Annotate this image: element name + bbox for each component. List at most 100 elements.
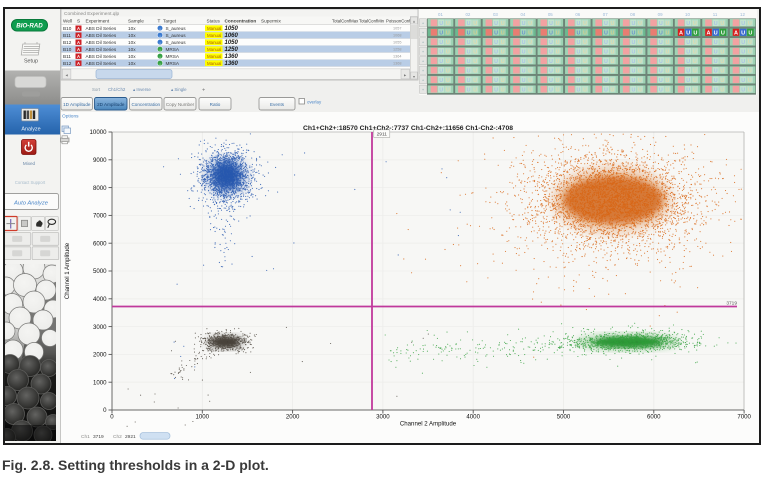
svg-text:U: U <box>693 50 697 56</box>
svg-text:5000: 5000 <box>557 414 571 421</box>
svg-text:U: U <box>611 40 615 46</box>
svg-text:U: U <box>473 88 477 94</box>
svg-text:B11: B11 <box>63 33 71 38</box>
svg-text:U: U <box>720 21 724 27</box>
svg-text:U: U <box>583 59 587 65</box>
svg-text:Combined Experiment.qlp: Combined Experiment.qlp <box>64 11 120 17</box>
svg-text:U: U <box>446 21 450 27</box>
svg-text:6000: 6000 <box>647 414 661 421</box>
svg-text:U: U <box>549 50 553 56</box>
svg-text:U: U <box>638 78 642 84</box>
svg-text:U: U <box>686 78 690 84</box>
svg-text:A: A <box>77 33 80 38</box>
svg-text:Target: Target <box>163 18 177 23</box>
svg-text:Concentration: Concentration <box>131 102 160 107</box>
svg-text:↓: ↓ <box>159 41 161 45</box>
svg-text:U: U <box>693 69 697 75</box>
svg-text:U: U <box>528 69 532 75</box>
svg-text:U: U <box>577 59 581 65</box>
svg-text:A: A <box>77 47 80 52</box>
svg-text:Well: Well <box>63 18 72 23</box>
svg-text:U: U <box>720 59 724 65</box>
svg-text:1055: 1055 <box>393 41 401 45</box>
svg-text:U: U <box>638 88 642 94</box>
svg-text:U: U <box>439 40 443 46</box>
svg-text:U: U <box>741 78 745 84</box>
svg-text:U: U <box>501 88 505 94</box>
svg-text:Channel 1 Amplitude: Channel 1 Amplitude <box>64 242 71 299</box>
svg-text:U: U <box>720 40 724 46</box>
svg-text:2000: 2000 <box>286 414 300 421</box>
svg-text:U: U <box>714 50 718 56</box>
svg-text:6000: 6000 <box>93 240 107 247</box>
svg-text:U: U <box>693 88 697 94</box>
svg-text:U: U <box>549 78 553 84</box>
svg-text:02: 02 <box>465 12 470 17</box>
svg-text:Manual: Manual <box>207 61 221 66</box>
svg-text:+: + <box>422 30 425 35</box>
svg-text:+: + <box>422 59 425 64</box>
svg-text:10000: 10000 <box>90 129 108 136</box>
svg-text:05: 05 <box>548 12 553 17</box>
svg-text:ABS Dil Series: ABS Dil Series <box>86 40 117 45</box>
svg-text:U: U <box>446 31 450 37</box>
svg-text:U: U <box>549 40 553 46</box>
svg-text:U: U <box>748 31 752 37</box>
svg-text:T: T <box>158 18 161 23</box>
svg-text:U: U <box>494 59 498 65</box>
svg-text:U: U <box>494 78 498 84</box>
svg-text:Supermix: Supermix <box>261 18 281 23</box>
svg-text:U: U <box>556 78 560 84</box>
svg-text:07: 07 <box>603 12 608 17</box>
svg-text:U: U <box>686 31 690 37</box>
svg-text:U: U <box>686 88 690 94</box>
svg-text:U: U <box>720 78 724 84</box>
svg-text:U: U <box>604 78 608 84</box>
svg-text:Copy Number: Copy Number <box>166 102 195 107</box>
svg-text:Sample: Sample <box>128 18 144 23</box>
svg-text:U: U <box>611 31 615 37</box>
svg-text:Experiment: Experiment <box>86 18 110 23</box>
svg-text:U: U <box>665 50 669 56</box>
svg-text:U: U <box>604 31 608 37</box>
svg-text:Mixed: Mixed <box>23 161 36 166</box>
svg-text:Contact Support: Contact Support <box>15 180 46 185</box>
svg-text:Ratio: Ratio <box>210 102 221 107</box>
svg-text:U: U <box>631 50 635 56</box>
svg-text:↓: ↓ <box>159 34 161 38</box>
svg-text:U: U <box>577 40 581 46</box>
svg-text:U: U <box>439 78 443 84</box>
svg-text:U: U <box>611 50 615 56</box>
svg-text:U: U <box>604 21 608 27</box>
svg-text:U: U <box>501 21 505 27</box>
svg-text:S_aureus: S_aureus <box>166 26 187 31</box>
svg-text:U: U <box>528 21 532 27</box>
svg-text:12: 12 <box>740 12 745 17</box>
svg-text:10: 10 <box>685 12 690 17</box>
svg-text:+: + <box>422 87 425 92</box>
svg-text:09: 09 <box>658 12 663 17</box>
svg-text:U: U <box>577 50 581 56</box>
svg-text:U: U <box>611 21 615 27</box>
svg-text:3000: 3000 <box>376 414 390 421</box>
svg-text:U: U <box>748 21 752 27</box>
svg-text:U: U <box>583 31 587 37</box>
svg-text:A: A <box>77 54 80 59</box>
svg-text:Manual: Manual <box>207 47 221 52</box>
svg-text:U: U <box>556 40 560 46</box>
svg-text:08: 08 <box>630 12 635 17</box>
svg-text:U: U <box>638 40 642 46</box>
svg-text:1000: 1000 <box>93 379 107 386</box>
svg-text:U: U <box>549 59 553 65</box>
svg-text:U: U <box>522 50 526 56</box>
svg-text:U: U <box>494 31 498 37</box>
svg-text:U: U <box>501 78 505 84</box>
svg-text:U: U <box>473 78 477 84</box>
svg-text:ABS Dil Series: ABS Dil Series <box>86 33 117 38</box>
svg-text:U: U <box>748 88 752 94</box>
svg-text:1000: 1000 <box>196 414 210 421</box>
svg-text:U: U <box>741 69 745 75</box>
svg-text:2000: 2000 <box>93 352 107 359</box>
svg-text:U: U <box>522 69 526 75</box>
svg-text:U: U <box>577 31 581 37</box>
